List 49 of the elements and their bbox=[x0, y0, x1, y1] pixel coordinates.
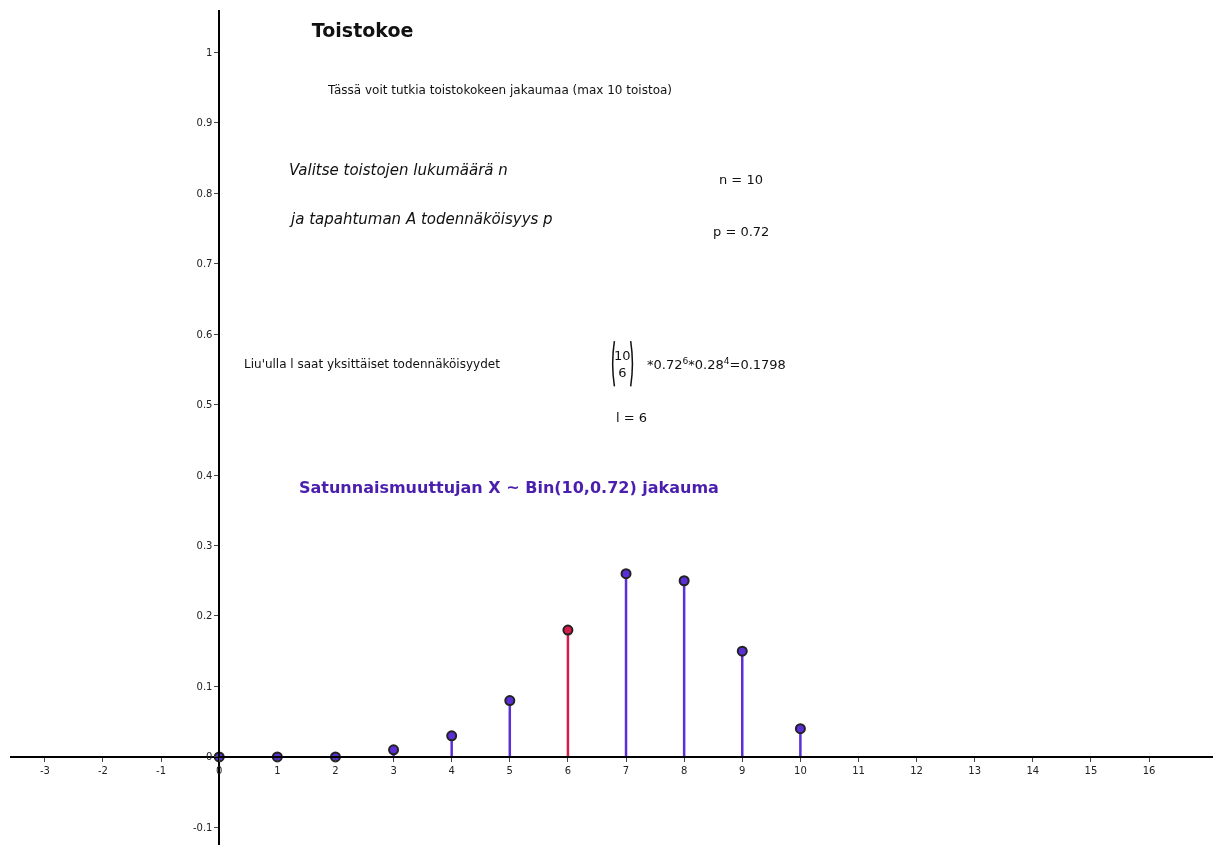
x-tick-label: -3 bbox=[39, 764, 50, 776]
point bbox=[794, 723, 806, 735]
y-tick-label: 0.6 bbox=[196, 328, 213, 340]
x-tick-label: 12 bbox=[910, 764, 923, 776]
x-tick-label: 11 bbox=[852, 764, 865, 776]
x-tick-label: 6 bbox=[564, 764, 572, 776]
y-tick-label: 0.8 bbox=[196, 187, 213, 199]
point bbox=[678, 575, 690, 587]
annotation: *0.72$^{6}$*0.28$^{4}$=0.1798 bbox=[647, 356, 786, 373]
x-tick-label: 3 bbox=[390, 764, 397, 776]
annotation: Satunnaismuuttujan X ~ Bin(10,0.72) jakauma bbox=[299, 478, 719, 497]
annotation: p = 0.72 bbox=[713, 224, 770, 239]
annotation: n = 10 bbox=[719, 172, 763, 187]
y-tick-label: 0.3 bbox=[196, 540, 213, 552]
x-tick-label: 1 bbox=[274, 764, 281, 776]
x-tick-label: 7 bbox=[622, 764, 630, 776]
y-tick-label: 0.4 bbox=[196, 469, 213, 481]
x-tick-label: 4 bbox=[448, 764, 455, 776]
x-tick-label: 8 bbox=[680, 764, 688, 776]
annotation: Liu'ulla l saat yksittäiset todennäköisyydet bbox=[244, 357, 501, 371]
y-tick-label: 0.9 bbox=[196, 117, 213, 129]
x-tick-label: 5 bbox=[506, 764, 513, 776]
y-tick-label: 0.1 bbox=[196, 680, 213, 692]
annotation: 10 6 bbox=[614, 348, 631, 380]
x-tick-label: 2 bbox=[332, 764, 339, 776]
y-tick-label: -0.1 bbox=[192, 821, 213, 833]
annotation: l = 6 bbox=[616, 410, 648, 425]
point bbox=[562, 624, 574, 636]
y-tick-label: 0.5 bbox=[196, 399, 213, 411]
point bbox=[504, 695, 516, 707]
annotation: ja tapahtuman A todennäköisyys p bbox=[289, 210, 553, 228]
point bbox=[388, 744, 400, 756]
x-tick-label: 14 bbox=[1026, 764, 1040, 776]
x-tick-label: 10 bbox=[794, 764, 807, 776]
y-tick-label: 1 bbox=[206, 46, 213, 58]
point bbox=[446, 730, 458, 742]
text: Toistokoe bbox=[311, 18, 414, 41]
annotation: Valitse toistojen lukumäärä n bbox=[289, 161, 508, 179]
x-tick-label: 13 bbox=[968, 764, 982, 776]
text: Tässä voit tutkia toistokokeen jakaumaa (max 10 toistoa) bbox=[327, 83, 673, 97]
y-tick-label: 0.2 bbox=[196, 610, 213, 622]
x-tick-label: -2 bbox=[98, 764, 108, 776]
y-tick-label: 0.7 bbox=[196, 258, 213, 270]
x-tick-label: 15 bbox=[1084, 764, 1098, 776]
point bbox=[620, 568, 632, 580]
x-tick-label: -1 bbox=[156, 764, 167, 776]
x-tick-label: 16 bbox=[1142, 764, 1156, 776]
x-tick-label: 9 bbox=[739, 764, 746, 776]
point bbox=[736, 645, 748, 657]
